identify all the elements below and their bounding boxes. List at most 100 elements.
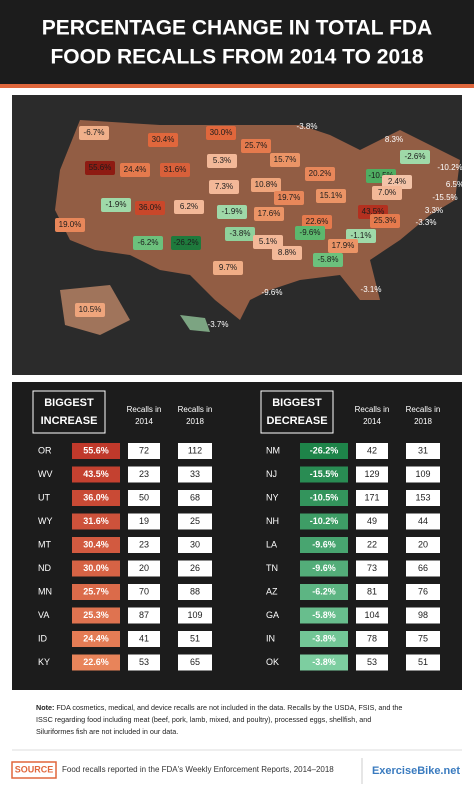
state-tile [213,261,243,275]
change-box [300,654,348,671]
map-label: -2.6% [405,152,426,161]
recalls-2014: 50 [139,492,149,502]
change-value: 55.6% [83,445,109,455]
recalls-2018: 88 [190,586,200,596]
map-label: 3.3% [425,206,443,215]
note-label: Note: [36,703,54,712]
table-title: BIGGEST [272,397,322,409]
cell-box [128,537,160,553]
hawaii [180,315,210,332]
note-text: Note: FDA cosmetics, medical, and device… [36,703,402,712]
map-label: 8.3% [385,135,403,144]
map-label: 55.6% [89,163,112,172]
map-label: 10.8% [255,180,278,189]
cell-box [356,490,388,506]
source-label: SOURCE [15,764,54,774]
map-label: 43.5% [362,207,385,216]
state-tile [120,163,150,177]
recalls-2018: 33 [190,469,200,479]
cell-box [406,466,440,483]
state-tile [79,126,109,140]
cell-box [406,654,440,671]
change-value: -6.2% [312,586,336,596]
change-box [72,490,120,506]
title-line: FOOD RECALLS FROM 2014 TO 2018 [50,46,423,69]
change-box [300,490,348,506]
column-header: 2014 [135,417,153,426]
map-label: -3.3% [416,218,437,227]
map-label: 9.7% [219,263,237,272]
cell-box [178,466,212,483]
state-tile [241,139,271,153]
map-label: 20.2% [309,169,332,178]
state-tile [305,167,335,181]
source-box [11,761,57,779]
state-code: GA [266,610,279,620]
title-line: PERCENTAGE CHANGE IN TOTAL FDA [42,17,432,40]
recalls-2014: 72 [139,445,149,455]
state-tile [251,178,281,192]
change-value: -26.2% [310,445,339,455]
recalls-2014: 23 [139,469,149,479]
table-title: DECREASE [266,415,327,427]
column-header: Recalls in [178,405,213,414]
change-value: 22.6% [83,657,109,667]
cell-box [406,631,440,647]
state-code: IN [266,633,275,643]
state-tile [217,205,247,219]
cell-box [356,560,388,577]
cell-box [128,466,160,483]
change-value: 30.0% [83,563,109,573]
column-header: Recalls in [355,405,390,414]
recalls-2018: 98 [418,610,428,620]
cell-box [128,631,160,647]
change-value: 30.4% [83,539,109,549]
change-box [72,584,120,600]
map-label: 36.0% [139,203,162,212]
change-value: 43.5% [83,469,109,479]
state-tile [270,153,300,167]
change-box [300,443,348,459]
recalls-2018: 112 [188,445,202,455]
state-code: KY [38,657,50,667]
recalls-2018: 109 [415,469,430,479]
recalls-2014: 70 [139,586,149,596]
recalls-2018: 65 [190,657,200,667]
map-label: -3.1% [361,285,382,294]
recalls-2014: 41 [139,633,149,643]
recalls-2018: 26 [190,563,200,573]
state-tile [274,191,304,205]
change-box [300,607,348,624]
change-box [300,466,348,483]
recalls-2014: 78 [367,633,377,643]
map-label: -6.7% [84,128,105,137]
change-value: -15.5% [310,469,339,479]
cell-box [178,631,212,647]
note-line: FDA cosmetics, medical, and device recal… [54,703,402,712]
change-box [72,466,120,483]
cell-box [178,654,212,671]
recalls-2018: 20 [418,539,428,549]
cell-box [406,513,440,530]
map-label: 7.3% [215,182,233,191]
change-value: -9.6% [312,563,336,573]
state-code: NY [266,492,279,502]
change-value: -3.8% [312,657,336,667]
map-label: 17.6% [258,209,281,218]
state-tile [206,126,236,140]
cell-box [406,490,440,506]
map-label: -10.2% [437,163,462,172]
change-box [300,513,348,530]
note-line: ISSC regarding food including meat (beef… [36,715,371,724]
change-box [300,537,348,553]
table-title-box [260,390,334,434]
recalls-2018: 68 [190,492,200,502]
state-code: NH [266,516,279,526]
state-code: LA [266,539,277,549]
state-tile [75,303,105,317]
change-box [72,654,120,671]
map-label: 2.4% [388,177,406,186]
state-tile [316,189,346,203]
recalls-2014: 129 [364,469,379,479]
source-text: Food recalls reported in the FDA's Weekl… [62,765,334,774]
